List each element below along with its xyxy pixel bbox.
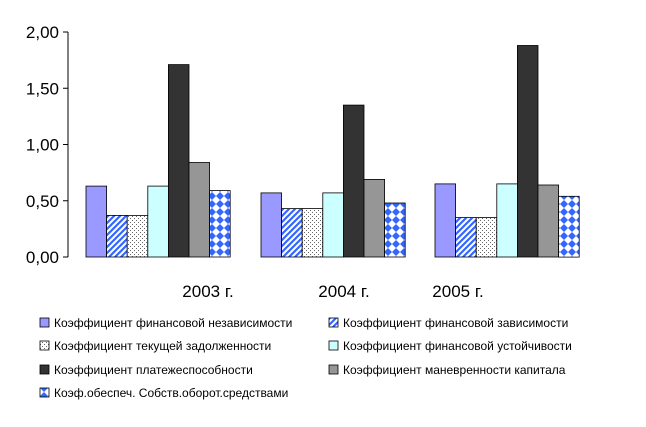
legend-swatch <box>328 340 339 351</box>
legend-label: Коэф.обеспеч. Собств.оборот.средствами <box>54 386 288 400</box>
bar <box>475 217 498 258</box>
bar <box>434 183 457 258</box>
legend-swatch <box>39 387 50 398</box>
bar <box>537 184 560 258</box>
category-labels: 2003 г. 2004 г. 2005 г. <box>182 282 483 301</box>
bars <box>85 45 580 258</box>
category-label: 2003 г. <box>182 282 233 301</box>
bar <box>455 217 477 258</box>
legend: Коэффициент финансовой независимости Коэф… <box>39 316 572 400</box>
bar <box>188 162 211 258</box>
legend-swatch <box>39 340 50 351</box>
bar <box>558 195 580 258</box>
bar <box>281 208 303 258</box>
y-tick-label: 0,00 <box>26 248 59 267</box>
legend-label: Коэффициент текущей задолженности <box>54 339 271 353</box>
legend-label: Коэффициент финансовой независимости <box>54 316 292 330</box>
bar <box>384 202 406 258</box>
bar <box>322 192 344 258</box>
legend-label: Коэффициент маневренности капитала <box>343 363 566 377</box>
legend-label: Коэффициент финансовой зависимости <box>343 316 568 330</box>
bar <box>209 190 231 258</box>
category-label: 2004 г. <box>318 282 369 301</box>
legend-swatch <box>39 317 50 328</box>
legend-swatch <box>39 364 50 375</box>
legend-label: Коэффициент платежеспособности <box>54 363 253 377</box>
bar <box>106 214 128 258</box>
legend-swatch <box>328 317 339 328</box>
legend-label: Коэффициент финансовой устойчивости <box>343 339 572 353</box>
y-tick-label: 2,00 <box>26 23 59 42</box>
category-label: 2005 г. <box>432 282 483 301</box>
y-tick-label: 1,00 <box>26 136 59 155</box>
y-tick-label: 0,50 <box>26 192 59 211</box>
bar <box>85 185 108 258</box>
bar <box>301 208 324 258</box>
bar <box>517 45 539 258</box>
bar <box>126 214 149 258</box>
bar <box>496 183 518 258</box>
bar <box>167 64 190 258</box>
bar <box>363 178 386 258</box>
bar <box>147 185 169 258</box>
bar <box>260 192 283 258</box>
y-axis: 0,00 0,50 1,00 1,50 2,00 <box>26 23 69 267</box>
bar <box>342 104 365 258</box>
y-tick-label: 1,50 <box>26 79 59 98</box>
legend-swatch <box>328 364 339 375</box>
